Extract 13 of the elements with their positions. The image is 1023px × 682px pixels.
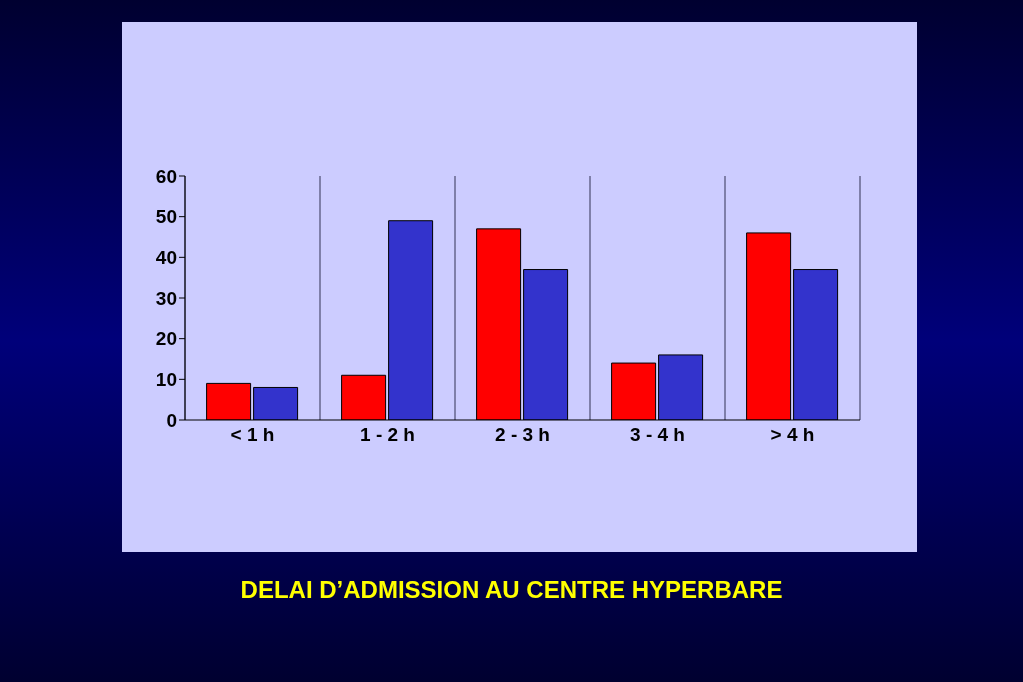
y-tick-label: 60	[155, 165, 177, 187]
y-tick-label: 10	[155, 369, 177, 391]
y-tick-label: 20	[155, 328, 177, 350]
y-tick-label: 30	[155, 287, 177, 309]
x-tick-label: 2 - 3 h	[495, 424, 550, 446]
x-tick-label: 1 - 2 h	[360, 424, 415, 446]
x-tick-label: 3 - 4 h	[630, 424, 685, 446]
y-tick-label: 0	[166, 409, 177, 431]
x-tick-label: < 1 h	[230, 424, 275, 446]
y-tick-label: 40	[155, 247, 177, 269]
y-tick-label: 50	[155, 206, 177, 228]
text: DELAI D’ADMISSION AU CENTRE HYPERBARE	[239, 576, 784, 604]
x-tick-label: > 4 h	[770, 424, 815, 446]
